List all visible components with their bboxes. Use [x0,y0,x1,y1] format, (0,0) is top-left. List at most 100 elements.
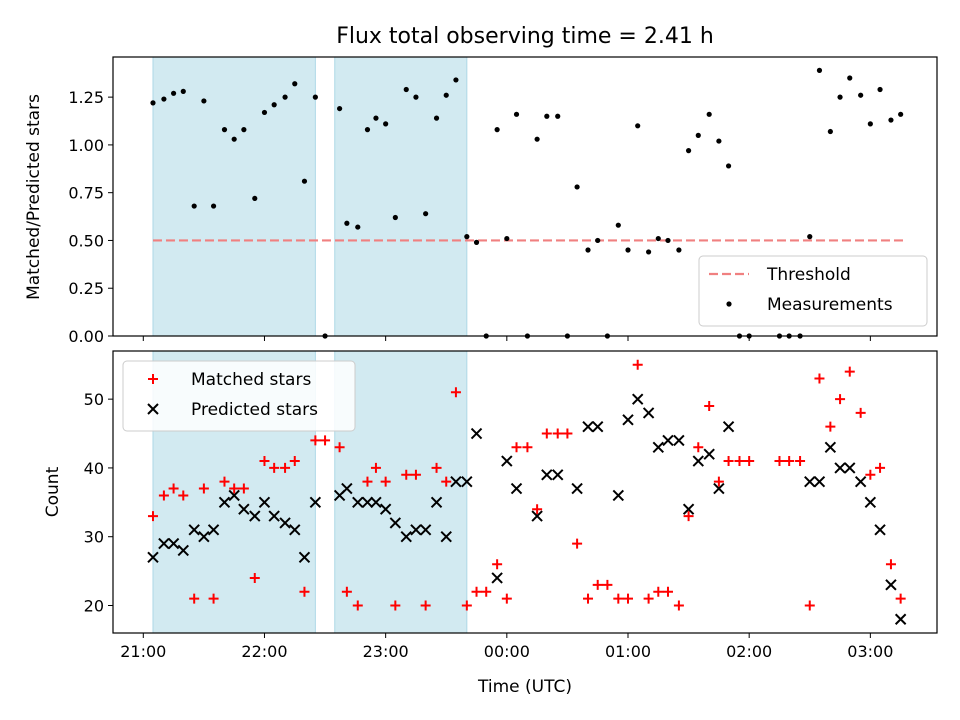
x-tick-label: 02:00 [726,642,772,661]
measurement-point [544,113,550,119]
matched-star-point [147,511,158,522]
measurement-point [888,117,894,123]
predicted-star-point [249,510,261,522]
predicted-star-point [341,482,353,495]
x-tick-label: 03:00 [847,642,893,661]
predicted-star-point [824,441,837,454]
matched-star-point [168,483,179,494]
measurement-point [373,115,379,121]
measurement-point [646,249,652,255]
count-y-axis-label: Count [43,466,63,517]
measurement-point [271,102,277,108]
matched-star-point [865,469,876,480]
matched-star-point [320,435,331,446]
matched-star-point [562,428,573,439]
legend-box [698,255,928,327]
y-tick-label: 0.25 [68,279,104,298]
predicted-star-point [268,510,280,522]
matched-star-point [795,456,806,467]
predicted-star-point [289,524,301,536]
matched-star-point [198,483,209,494]
matched-star-point [784,456,795,467]
y-tick-label: 0.50 [68,231,104,250]
predicted-star-point [722,420,735,433]
matched-star-point [632,359,643,370]
matched-star-point [592,579,603,590]
measurement-point [231,136,237,142]
legend-marker-swatch [726,301,732,307]
matched-star-point [734,456,745,467]
ratio-legend: Threshold Measurements [698,255,928,327]
predicted-star-point [591,420,604,433]
matched-star-point [532,504,543,515]
x-axis-label: Time (UTC) [477,677,572,697]
matched-star-point [522,442,533,453]
predicted-star-point [188,524,200,536]
matched-star-point [653,586,664,597]
predicted-star-point [491,572,503,584]
measurement-point [847,75,853,81]
legend-label: Threshold [766,265,851,285]
measurement-point [423,211,429,217]
y-tick-label: 0.75 [68,184,104,203]
measurement-point [150,100,156,106]
matched-star-point [804,600,815,611]
matched-star-point [334,442,345,453]
predicted-star-point [228,489,240,502]
measurement-point [312,94,318,100]
predicted-star-point [813,475,826,488]
measurement-point [433,115,440,121]
matched-star-point [310,435,321,446]
predicted-star-point [692,455,704,467]
y-tick-label: 1.00 [68,136,104,155]
matched-star-point [744,456,755,467]
predicted-star-point [552,469,564,481]
y-tick-label: 0.00 [68,327,104,346]
ratio-y-axis-label: Matched/Predicted stars [24,94,44,300]
measurement-point [676,247,682,253]
predicted-star-point [885,579,897,591]
measurement-point [635,123,641,129]
measurement-point [261,109,268,116]
y-tick-label: 50 [84,390,104,409]
measurement-point [453,77,459,83]
matched-star-point [855,407,866,418]
matched-star-point [362,476,373,487]
predicted-star-point [864,496,877,509]
matched-star-point [299,586,310,597]
predicted-star-point [844,462,856,474]
matched-star-point [704,401,715,412]
observing-window [152,56,316,337]
matched-star-point [249,572,260,583]
y-tick-label: 1.25 [68,88,104,107]
measurement-point [685,148,692,154]
predicted-star-point [874,524,886,536]
matched-star-point [238,483,249,494]
measurement-point [513,111,520,117]
measurement-point [292,81,298,87]
matched-star-point [541,428,552,439]
chart-title: Flux total observing time = 2.41 h [336,24,714,49]
ratio-shaded-regions [152,56,468,337]
measurement-point [344,220,350,226]
predicted-star-point [440,530,452,543]
measurement-point [392,214,398,221]
measurement-point [655,235,661,242]
observing-window [334,350,468,634]
measurement-point [867,121,873,127]
legend-label: Matched stars [191,370,311,390]
predicted-star-point [673,434,685,447]
measurement-point [725,163,732,169]
legend-marker-swatch [148,374,158,384]
measurement-points [150,67,904,339]
predicted-star-point [834,462,846,474]
predicted-star-point [207,524,220,536]
matched-star-point [875,462,886,473]
predicted-star-point [298,551,311,564]
measurement-point [403,86,409,93]
predicted-star-point [379,503,392,515]
x-tick-label: 00:00 [484,642,530,661]
observing-window [334,56,468,337]
measurement-point [383,121,389,127]
